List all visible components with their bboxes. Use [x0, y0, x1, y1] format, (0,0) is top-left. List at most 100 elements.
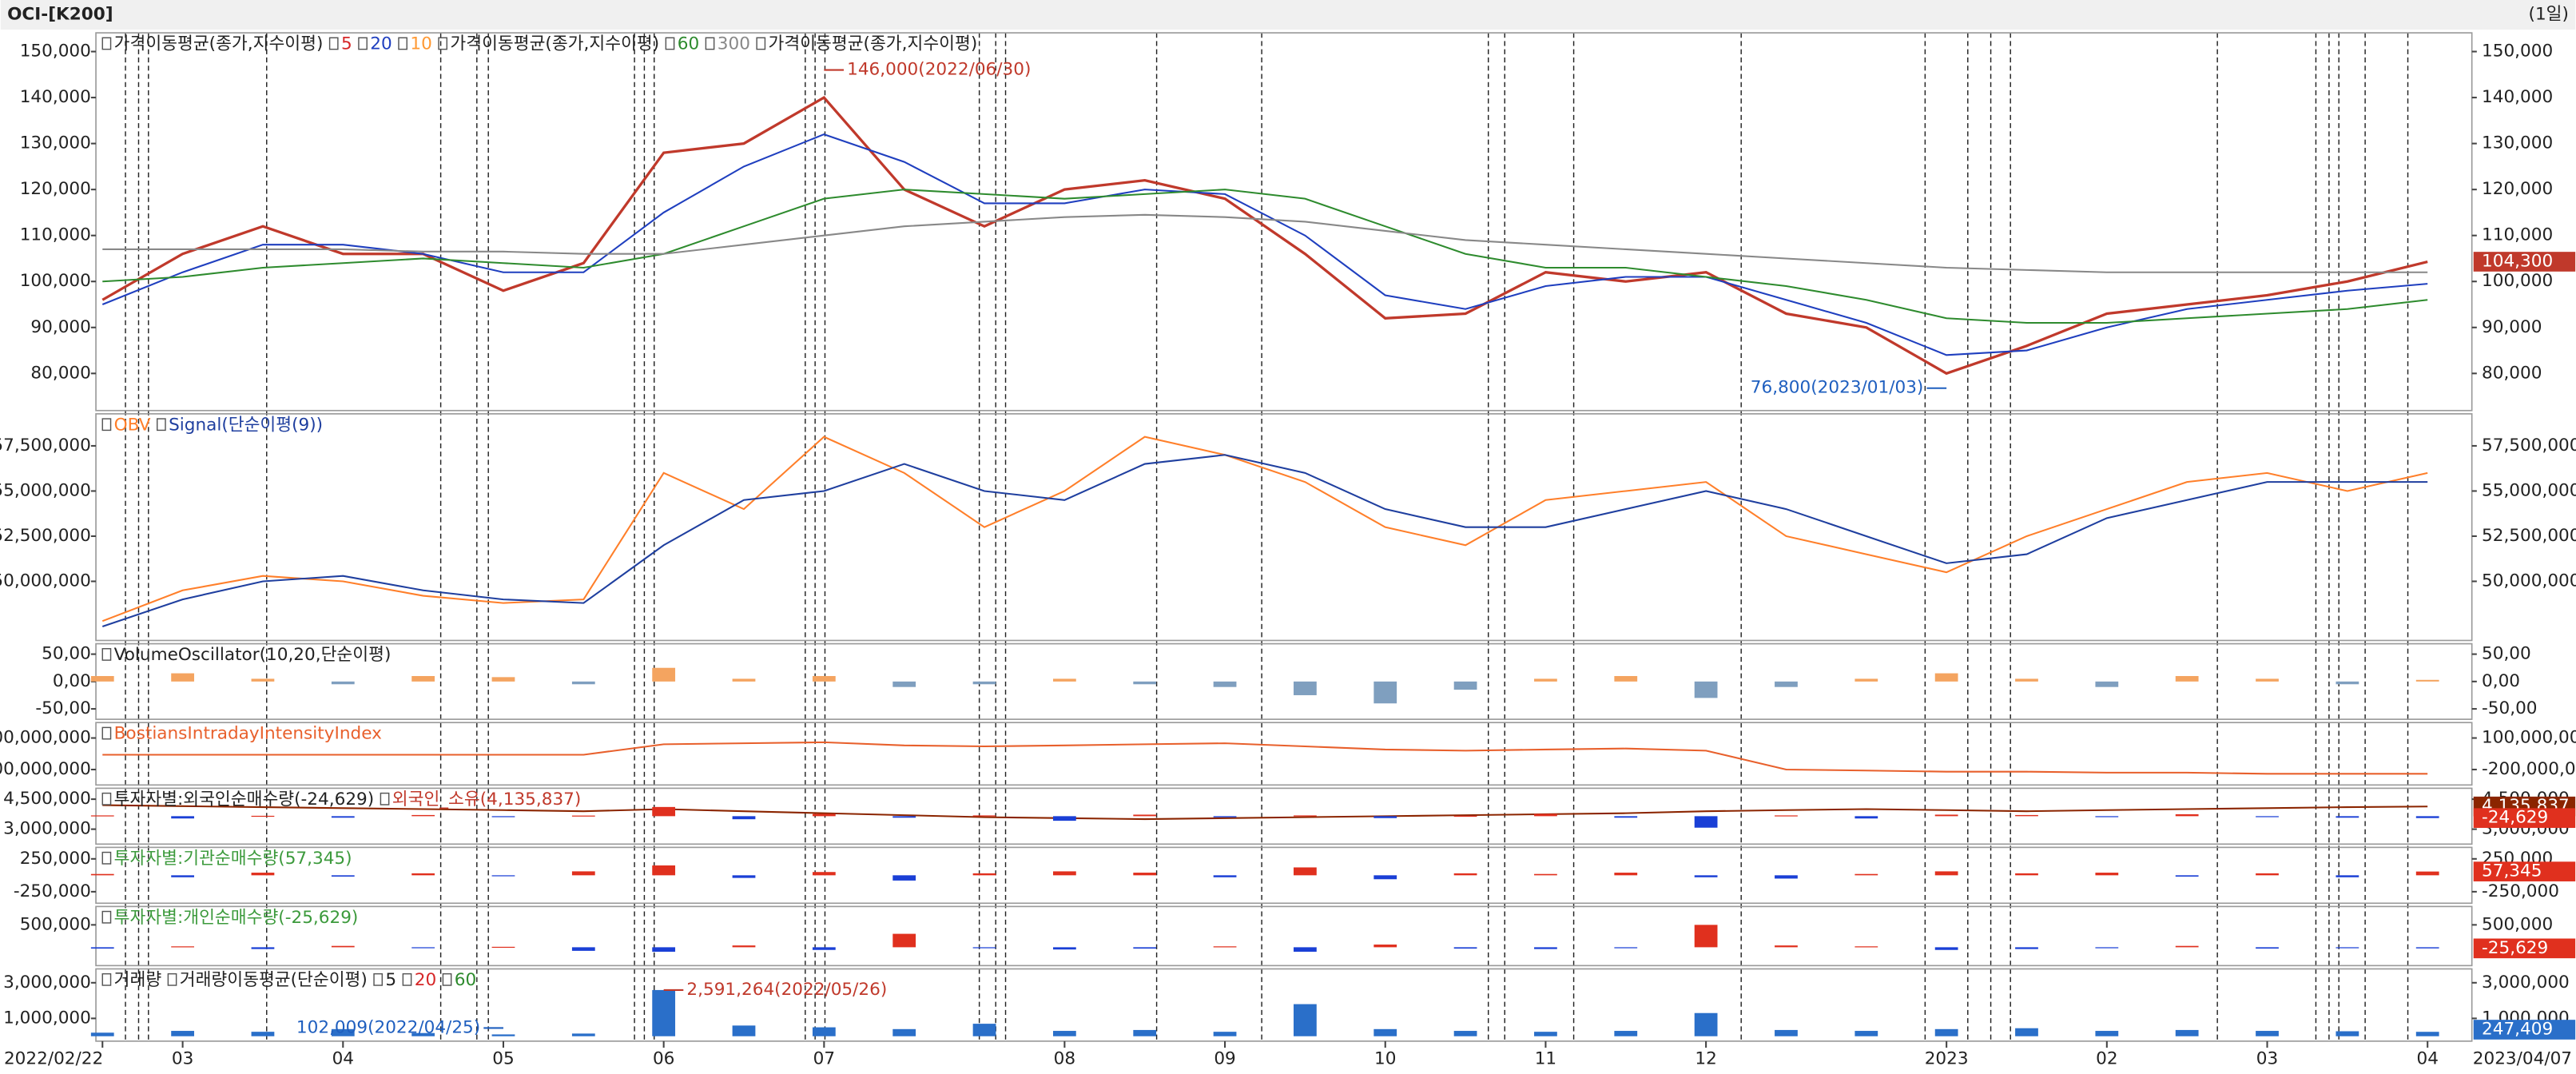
bar	[1534, 1032, 1557, 1036]
bar	[2175, 813, 2199, 817]
bar	[892, 875, 916, 881]
label-icon	[665, 37, 675, 50]
bar	[2095, 873, 2119, 876]
bar	[1133, 814, 1157, 817]
bar	[571, 947, 595, 951]
y-tick-label: 100,000	[20, 271, 91, 291]
bar	[331, 681, 355, 685]
y2-tick-label: -50,00	[2482, 698, 2538, 718]
bar	[331, 816, 355, 818]
bar	[972, 947, 996, 949]
y2-tick-label: 500,000	[2482, 914, 2553, 934]
annotation: 146,000(2022/06/30)	[847, 60, 1031, 80]
bar	[1854, 816, 1878, 819]
x-tick-label: 07	[813, 1049, 835, 1069]
x-tick-label: 09	[1214, 1049, 1235, 1069]
bar	[1934, 871, 1958, 876]
period-label: (1일)	[2529, 4, 2569, 24]
label-icon	[380, 792, 390, 806]
bar	[2095, 947, 2119, 949]
y2-tick-label: 140,000	[2482, 87, 2553, 107]
bar	[1133, 1029, 1157, 1036]
panel-label: 60	[455, 970, 476, 990]
panel-frame	[95, 413, 2473, 642]
panel-label: 거래량이동평균(단순이평)	[180, 970, 368, 990]
line-series	[101, 436, 2428, 623]
y-tick-label: -50,00	[35, 698, 91, 718]
bar	[90, 815, 114, 817]
y-tick-label: 90,000	[30, 317, 90, 337]
y-tick-label: 1,000,000	[3, 1008, 91, 1028]
bar	[411, 675, 435, 682]
label-icon	[756, 37, 766, 50]
bar	[1775, 945, 1798, 948]
x-tick-label: 06	[653, 1049, 674, 1069]
last-value-label: 104,300	[2482, 251, 2553, 271]
y-tick-label: 80,000	[30, 363, 90, 383]
chart-title: OCI-[K200]	[7, 4, 113, 24]
panel-label: 300	[718, 34, 750, 54]
y-tick-label: 52,500,000	[0, 526, 91, 546]
x-tick-label: 03	[172, 1049, 193, 1069]
bar	[331, 1028, 355, 1036]
panel-frame	[95, 968, 2473, 1042]
label-icon	[101, 910, 112, 924]
bar	[491, 816, 515, 817]
bar	[892, 681, 916, 687]
y2-tick-label: 150,000	[2482, 42, 2553, 62]
bar	[251, 815, 275, 817]
bar	[1052, 947, 1076, 950]
bar	[1453, 1031, 1477, 1036]
bar	[2256, 816, 2279, 817]
label-icon	[442, 973, 452, 986]
bar	[2415, 816, 2439, 818]
panel-label: Signal(단순이평(9))	[169, 415, 323, 435]
label-icon	[328, 37, 339, 50]
bar	[2095, 681, 2119, 687]
bar	[652, 865, 676, 876]
y-tick-label: 500,000	[20, 914, 91, 934]
y2-tick-label: 100,000,000	[2482, 728, 2576, 748]
bar	[2415, 947, 2439, 949]
panel-label: 가격이동평균(종가,지수이평)	[450, 34, 659, 54]
y-tick-label: 100,000,000	[0, 728, 91, 748]
panel-label: VolumeOscillator(10,20,단순이평)	[114, 645, 392, 665]
bar	[1534, 947, 1557, 949]
x-tick-label: 08	[1054, 1049, 1075, 1069]
bar	[892, 933, 916, 948]
bar	[1133, 947, 1157, 949]
panel-label: OBV	[114, 415, 151, 435]
bar	[1453, 815, 1477, 817]
panel-frame	[95, 32, 2473, 412]
bar	[1614, 1031, 1638, 1036]
bar	[1052, 1031, 1076, 1036]
label-icon	[101, 792, 112, 806]
label-icon	[101, 418, 112, 432]
bar	[1052, 678, 1076, 682]
bar	[1775, 1029, 1798, 1036]
bar	[1213, 816, 1237, 817]
bar	[1213, 875, 1237, 877]
line-series	[102, 804, 2428, 821]
panel-label: 5	[341, 34, 352, 54]
bar	[571, 815, 595, 817]
bar	[972, 681, 996, 685]
y2-tick-label: 3,000,000	[2482, 973, 2570, 992]
bar	[2015, 678, 2038, 682]
label-icon	[101, 973, 112, 986]
bar	[652, 667, 676, 682]
panel-label: 10	[410, 34, 431, 54]
bar	[411, 947, 435, 949]
panel-frame	[95, 722, 2473, 786]
y2-tick-label: 0,00	[2482, 671, 2520, 691]
panel-label: 가격이동평균(종가,지수이평)	[769, 34, 978, 54]
line-series	[101, 133, 2428, 356]
bar	[1534, 678, 1557, 682]
bar	[1854, 946, 1878, 948]
last-value-label: -24,629	[2482, 808, 2548, 828]
panel-label: 투자자별:개인순매수량(-25,629)	[114, 908, 359, 928]
bar	[1775, 875, 1798, 879]
line-series	[102, 189, 2428, 324]
y-tick-label: -200,000,000	[0, 759, 91, 779]
